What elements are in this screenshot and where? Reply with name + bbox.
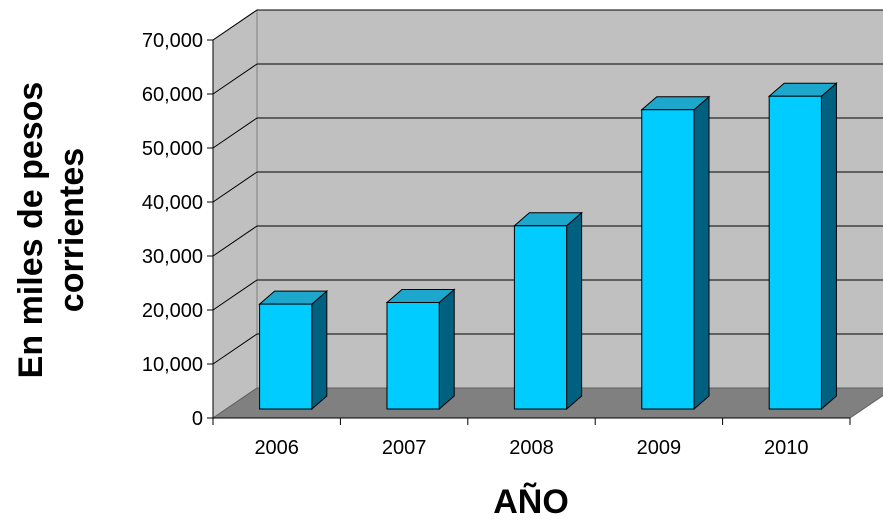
bars (258, 82, 838, 411)
bar (513, 211, 583, 411)
bar-front (513, 225, 568, 410)
x-tick-label: 2010 (764, 437, 809, 459)
x-tick-labels: 2006 2007 2008 2009 2010 (254, 437, 808, 459)
bar (258, 290, 329, 411)
x-tick-label: 2009 (637, 437, 682, 459)
y-tick-labels: 0 10,000 20,000 30,000 40,000 50,000 60,000 70,… (142, 30, 203, 430)
y-axis-title-line-1: En miles de pesos (12, 82, 50, 379)
bar-front (259, 303, 313, 410)
side-wall (212, 9, 258, 419)
bar-front (386, 301, 440, 410)
axes (207, 39, 851, 425)
bar-side (693, 95, 710, 411)
gridline (212, 63, 883, 95)
y-tick-label: 60,000 (142, 84, 203, 106)
y-tick-label: 50,000 (142, 138, 203, 160)
y-axis-title-line-2: corrientes (53, 148, 91, 312)
x-tick-label: 2006 (254, 437, 299, 459)
y-tick-label: 70,000 (142, 30, 203, 52)
y-tick-label: 30,000 (142, 246, 203, 268)
bar (640, 95, 711, 411)
bar-side (311, 290, 328, 411)
bar (767, 82, 838, 411)
y-tick-label: 20,000 (142, 300, 203, 322)
x-tick-label: 2007 (382, 437, 427, 459)
gridline (212, 9, 883, 41)
x-tick-label: 2008 (509, 437, 554, 459)
bar-side (820, 82, 837, 411)
bar-side (438, 288, 455, 411)
bar-front (641, 109, 695, 410)
y-axis-title: En miles de pesos corrientes (12, 82, 91, 379)
y-tick-label: 40,000 (142, 192, 203, 214)
bar (385, 288, 456, 411)
bar-front (768, 95, 822, 410)
x-axis-title: AÑO (493, 483, 569, 521)
y-tick-label: 10,000 (142, 354, 203, 376)
bar-side (566, 211, 583, 411)
y-tick-label: 0 (192, 408, 203, 430)
